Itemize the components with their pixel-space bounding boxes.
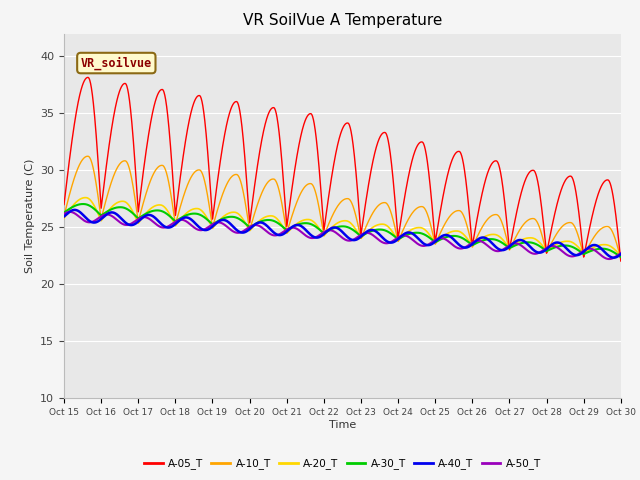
A-40_T bbox=[617, 252, 625, 257]
A-20_T bbox=[216, 217, 223, 223]
A-20_T bbox=[568, 239, 575, 245]
A-30_T bbox=[504, 244, 512, 250]
A-05_T bbox=[84, 74, 92, 80]
A-05_T bbox=[617, 258, 625, 264]
Line: A-50_T: A-50_T bbox=[64, 212, 621, 259]
A-50_T bbox=[359, 231, 367, 237]
A-20_T bbox=[359, 234, 367, 240]
A-50_T bbox=[66, 209, 74, 215]
A-10_T bbox=[216, 201, 223, 206]
Line: A-10_T: A-10_T bbox=[64, 156, 621, 259]
A-20_T bbox=[584, 248, 591, 254]
A-05_T bbox=[60, 202, 68, 207]
A-40_T bbox=[60, 214, 68, 219]
A-40_T bbox=[584, 246, 591, 252]
A-20_T bbox=[81, 195, 89, 201]
A-10_T bbox=[60, 213, 68, 219]
Line: A-40_T: A-40_T bbox=[64, 210, 621, 258]
A-20_T bbox=[504, 244, 512, 250]
Y-axis label: Soil Temperature (C): Soil Temperature (C) bbox=[24, 159, 35, 273]
A-50_T bbox=[568, 253, 575, 259]
A-30_T bbox=[79, 201, 87, 207]
A-50_T bbox=[584, 246, 591, 252]
A-30_T bbox=[584, 250, 591, 255]
A-40_T bbox=[568, 251, 575, 256]
A-10_T bbox=[504, 243, 512, 249]
A-50_T bbox=[216, 219, 223, 225]
A-30_T bbox=[216, 217, 223, 223]
A-05_T bbox=[568, 174, 575, 180]
A-10_T bbox=[568, 220, 575, 226]
Line: A-05_T: A-05_T bbox=[64, 77, 621, 261]
A-20_T bbox=[617, 253, 625, 259]
A-10_T bbox=[359, 232, 367, 238]
Line: A-30_T: A-30_T bbox=[64, 204, 621, 257]
A-40_T bbox=[359, 232, 367, 238]
A-50_T bbox=[617, 250, 625, 256]
A-30_T bbox=[617, 254, 625, 260]
A-10_T bbox=[617, 256, 625, 262]
A-40_T bbox=[504, 245, 512, 251]
A-40_T bbox=[610, 255, 618, 261]
A-20_T bbox=[371, 223, 379, 229]
A-10_T bbox=[584, 246, 591, 252]
Line: A-20_T: A-20_T bbox=[64, 198, 621, 256]
A-05_T bbox=[216, 164, 223, 169]
Text: VR_soilvue: VR_soilvue bbox=[81, 56, 152, 70]
A-05_T bbox=[584, 236, 591, 242]
A-10_T bbox=[371, 207, 379, 213]
A-50_T bbox=[504, 243, 512, 249]
A-50_T bbox=[60, 211, 68, 216]
A-50_T bbox=[371, 234, 379, 240]
A-50_T bbox=[605, 256, 613, 262]
X-axis label: Time: Time bbox=[329, 420, 356, 430]
Title: VR SoilVue A Temperature: VR SoilVue A Temperature bbox=[243, 13, 442, 28]
A-20_T bbox=[60, 216, 68, 221]
A-05_T bbox=[359, 220, 367, 226]
A-30_T bbox=[359, 232, 367, 238]
A-40_T bbox=[216, 218, 223, 224]
Legend: A-05_T, A-10_T, A-20_T, A-30_T, A-40_T, A-50_T: A-05_T, A-10_T, A-20_T, A-30_T, A-40_T, … bbox=[140, 454, 545, 473]
A-05_T bbox=[371, 150, 379, 156]
A-10_T bbox=[84, 153, 92, 159]
A-40_T bbox=[71, 207, 79, 213]
A-30_T bbox=[371, 227, 379, 233]
A-30_T bbox=[60, 210, 68, 216]
A-30_T bbox=[568, 244, 575, 250]
A-40_T bbox=[371, 228, 379, 234]
A-05_T bbox=[504, 236, 512, 241]
